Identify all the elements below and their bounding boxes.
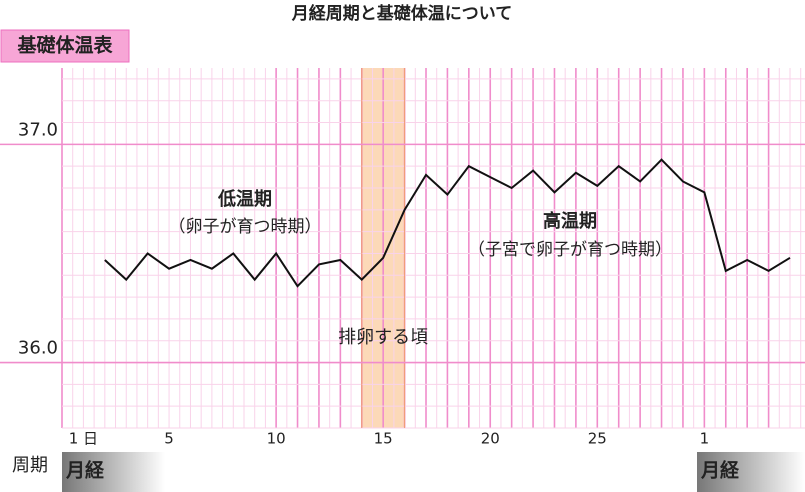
menses-label: 月経 — [700, 459, 740, 482]
badge-box — [0, 29, 130, 63]
menses-label: 月経 — [65, 459, 105, 482]
temperature-line — [104, 158, 791, 288]
x-tick-label: 25 — [588, 430, 607, 448]
y-tick-label: 37.0 — [18, 119, 58, 140]
annotation: （子宮で卵子が育つ時期） — [468, 240, 672, 260]
annotation: 低温期 — [217, 188, 272, 210]
band-label: 排卵する頃 — [338, 327, 428, 348]
menses-bar — [62, 452, 165, 492]
x-tick-label: 10 — [267, 430, 286, 448]
x-tick-label: 1 — [700, 430, 710, 448]
chart-title: 月経周期と基礎体温について — [291, 3, 513, 24]
annotation: （卵子が育つ時期） — [169, 217, 322, 237]
annotation: 高温期 — [543, 210, 597, 232]
x-tick-label: 15 — [374, 430, 393, 448]
badge: 基礎体温表 — [16, 34, 113, 57]
x-tick-label: 20 — [481, 430, 500, 448]
y-tick-label: 36.0 — [18, 338, 58, 359]
menses-bar — [697, 452, 805, 492]
x-tick-label: 1 日 — [69, 430, 98, 448]
cycle-label: 周期 — [12, 455, 48, 476]
x-tick-label: 5 — [164, 430, 174, 448]
